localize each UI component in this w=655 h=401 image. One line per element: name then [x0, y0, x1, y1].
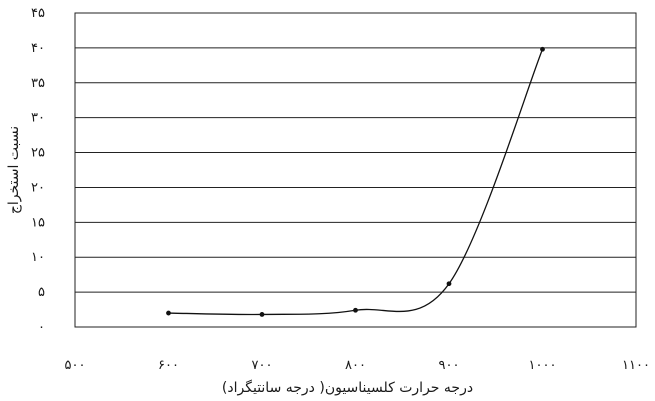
- plot-frame: [74, 12, 637, 328]
- x-tick-label-800: ۸۰۰: [345, 358, 366, 373]
- data-point-1000: [540, 46, 545, 52]
- data-points: [166, 46, 545, 317]
- x-tick-label-900: ۹۰۰: [439, 358, 460, 373]
- data-point-600: [166, 310, 171, 316]
- y-tick-label-35: ۳۵: [31, 76, 45, 91]
- x-tick-labels: ۵۰۰ ۶۰۰ ۷۰۰ ۸۰۰ ۹۰۰ ۱۰۰۰ ۱۱۰۰: [65, 358, 650, 373]
- y-tick-labels: ۰ ۵ ۱۰ ۱۵ ۲۰ ۲۵ ۳۰ ۳۵ ۴۰ ۴۵: [31, 6, 45, 335]
- y-tick-label-20: ۲۰: [31, 180, 45, 195]
- x-tick-label-700: ۷۰۰: [252, 358, 273, 373]
- data-point-700: [259, 312, 265, 317]
- data-point-800: [353, 307, 358, 313]
- x-tick-label-500: ۵۰۰: [65, 358, 86, 373]
- y-tick-label-30: ۳۰: [31, 111, 45, 126]
- x-tick-label-1000: ۱۰۰۰: [529, 358, 557, 373]
- y-tick-label-5: ۵: [38, 285, 45, 300]
- y-tick-label-15: ۱۵: [31, 215, 45, 230]
- y-axis-label: نسبت استخراج: [6, 126, 22, 214]
- series-line: [168, 49, 544, 316]
- x-tick-label-600: ۶۰۰: [158, 358, 179, 373]
- y-tick-label-25: ۲۵: [31, 146, 45, 161]
- grid-layer: [75, 47, 636, 293]
- data-point-900: [446, 281, 452, 287]
- y-tick-label-10: ۱۰: [31, 250, 45, 265]
- y-tick-label-0: ۰: [38, 320, 45, 335]
- y-tick-label-45: ۴۵: [31, 6, 45, 21]
- x-axis-label: درجه حرارت کلسیناسیون( درجه سانتیگراد): [222, 379, 473, 396]
- x-tick-label-1100: ۱۱۰۰: [622, 358, 650, 373]
- y-tick-label-40: ۴۰: [31, 41, 45, 56]
